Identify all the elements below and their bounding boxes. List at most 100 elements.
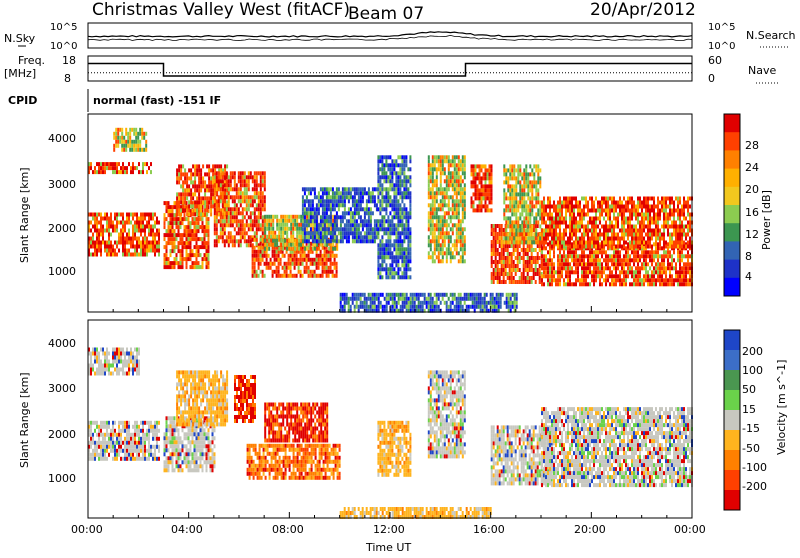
range-gate-cell <box>673 266 675 270</box>
range-gate-cell <box>385 179 387 183</box>
range-gate-cell <box>260 207 262 211</box>
range-gate-cell <box>399 239 401 243</box>
range-gate-cell <box>128 233 130 237</box>
range-gate-cell <box>182 164 184 168</box>
range-gate-cell <box>387 191 389 195</box>
range-gate-cell <box>143 148 145 152</box>
range-gate-cell <box>166 265 168 269</box>
range-gate-cell <box>563 282 565 286</box>
range-gate-cell <box>210 180 212 184</box>
range-gate-cell <box>204 172 206 176</box>
range-gate-cell <box>499 228 501 232</box>
range-gate-cell <box>234 243 236 247</box>
range-gate-cell <box>599 270 601 274</box>
range-gate-cell <box>452 179 454 183</box>
range-gate-cell <box>288 239 290 243</box>
range-gate-cell <box>377 167 379 171</box>
range-gate-cell <box>324 207 326 211</box>
range-gate-cell <box>344 191 346 195</box>
range-gate-cell <box>458 227 460 231</box>
range-gate-cell <box>531 236 533 240</box>
range-gate-cell <box>432 231 434 235</box>
range-gate-cell <box>677 254 679 258</box>
range-gate-cell <box>535 200 537 204</box>
range-gate-cell <box>541 237 543 241</box>
range-gate-cell <box>228 211 230 215</box>
range-gate-cell <box>475 196 477 200</box>
freq-tick-bottom: 8 <box>64 72 71 85</box>
range-gate-cell <box>537 272 539 276</box>
range-gate-cell <box>304 254 306 258</box>
range-gate-cell <box>232 239 234 243</box>
range-gate-cell <box>389 171 391 175</box>
range-gate-cell <box>112 162 114 166</box>
range-gate-cell <box>208 249 210 253</box>
range-gate-cell <box>304 191 306 195</box>
range-gate-cell <box>537 168 539 172</box>
range-gate-cell <box>264 227 266 231</box>
range-gate-cell <box>258 191 260 195</box>
range-gate-cell <box>336 266 338 270</box>
range-gate-cell <box>302 239 304 243</box>
range-gate-cell <box>286 227 288 231</box>
range-gate-cell <box>360 231 362 235</box>
range-gate-cell <box>505 220 507 224</box>
range-gate-cell <box>90 166 92 170</box>
range-gate-cell <box>442 215 444 219</box>
range-gate-cell <box>296 227 298 231</box>
range-gate-cell <box>208 265 210 269</box>
range-gate-cell <box>372 195 374 199</box>
range-gate-cell <box>667 278 669 282</box>
range-gate-cell <box>94 229 96 233</box>
range-gate-cell <box>615 274 617 278</box>
range-gate-cell <box>663 282 665 286</box>
range-gate-cell <box>188 192 190 196</box>
cpid-text: normal (fast) -151 IF <box>93 94 221 107</box>
range-gate-cell <box>535 204 537 208</box>
range-gate-cell <box>370 227 372 231</box>
range-gate-cell <box>268 243 270 247</box>
range-gate-cell <box>653 254 655 258</box>
range-gate-cell <box>458 251 460 255</box>
range-gate-cell <box>114 249 116 253</box>
range-gate-cell <box>531 192 533 196</box>
range-gate-cell <box>541 266 543 270</box>
range-gate-cell <box>442 199 444 203</box>
range-gate-cell <box>613 254 615 258</box>
range-gate-cell <box>196 168 198 172</box>
range-gate-cell <box>389 199 391 203</box>
range-gate-cell <box>356 227 358 231</box>
range-gate-cell <box>615 254 617 258</box>
range-gate-cell <box>298 243 300 247</box>
range-gate-cell <box>138 162 140 166</box>
range-gate-cell <box>549 197 551 201</box>
range-gate-cell <box>389 275 391 279</box>
range-gate-cell <box>274 254 276 258</box>
range-gate-cell <box>549 229 551 233</box>
range-gate-cell <box>557 201 559 205</box>
range-gate-cell <box>515 184 517 188</box>
range-gate-cell <box>436 247 438 251</box>
range-gate-cell <box>264 235 266 239</box>
range-gate-cell <box>407 219 409 223</box>
range-gate-cell <box>330 195 332 199</box>
range-gate-cell <box>565 217 567 221</box>
range-gate-cell <box>128 229 130 233</box>
range-gate-cell <box>689 278 691 282</box>
range-gate-cell <box>142 249 144 253</box>
range-gate-cell <box>206 204 208 208</box>
range-gate-cell <box>258 171 260 175</box>
range-gate-cell <box>242 219 244 223</box>
range-gate-cell <box>397 187 399 191</box>
range-gate-cell <box>571 205 573 209</box>
range-gate-cell <box>248 215 250 219</box>
range-gate-cell <box>535 240 537 244</box>
range-gate-cell <box>288 258 290 262</box>
range-gate-cell <box>521 240 523 244</box>
range-gate-cell <box>236 239 238 243</box>
range-gate-cell <box>567 274 569 278</box>
range-gate-cell <box>399 215 401 219</box>
range-gate-cell <box>527 248 529 252</box>
range-gate-cell <box>316 274 318 278</box>
range-gate-cell <box>559 197 561 201</box>
